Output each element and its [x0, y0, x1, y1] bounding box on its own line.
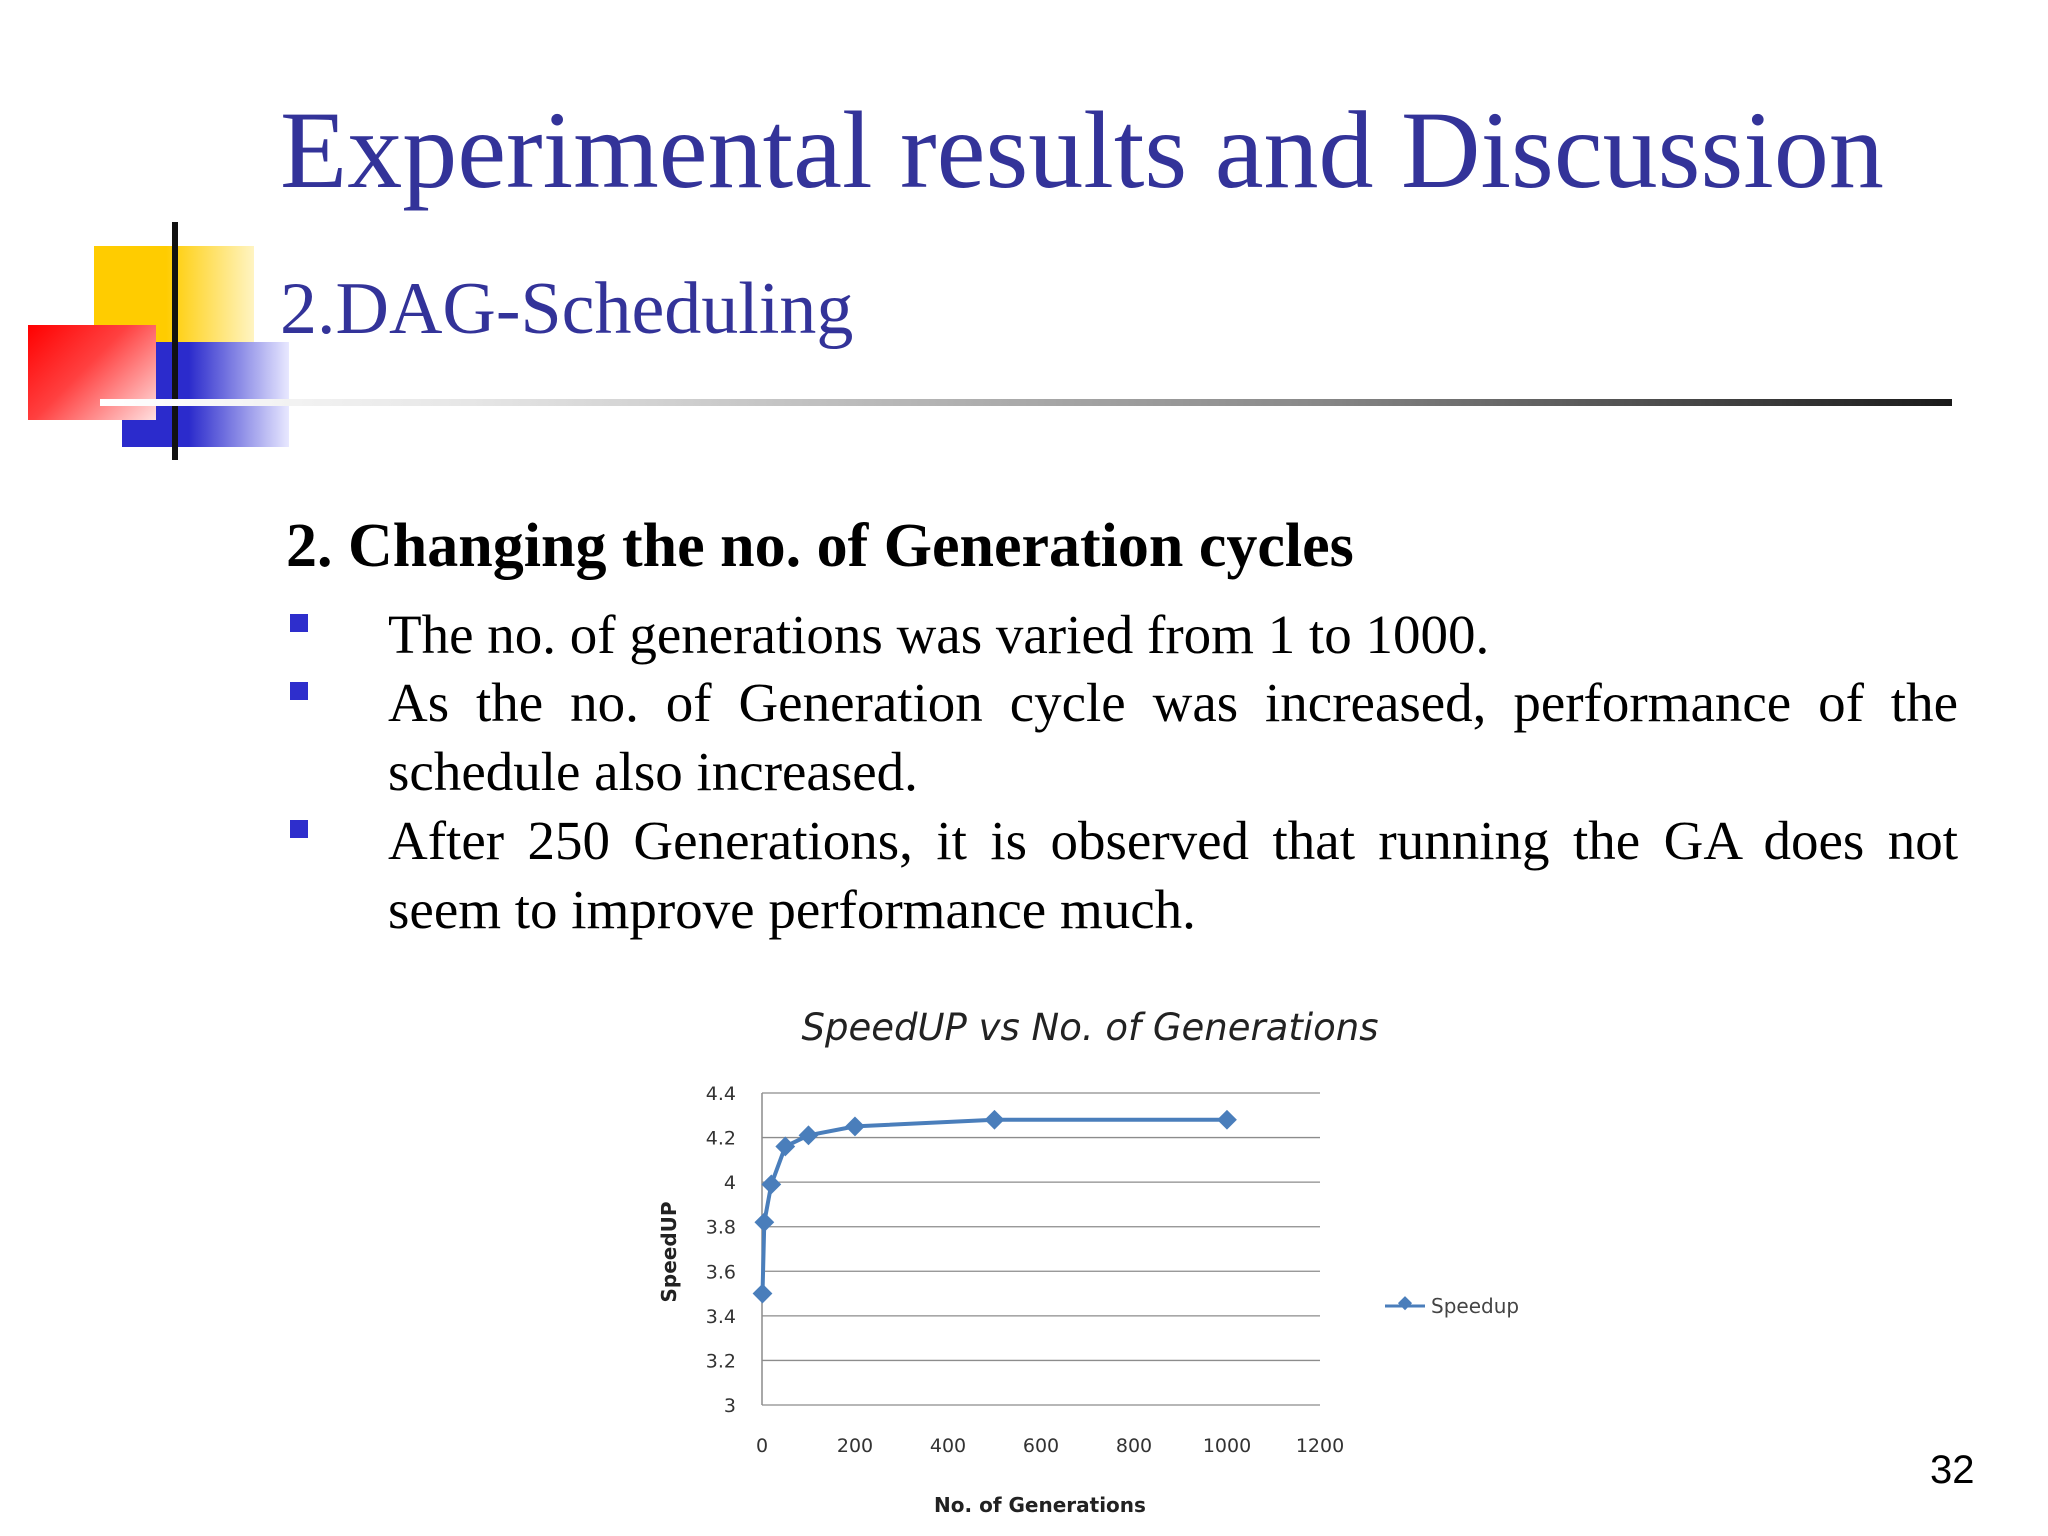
title-divider — [100, 399, 1952, 406]
x-tick-label: 1000 — [1203, 1435, 1251, 1457]
data-point — [1217, 1109, 1237, 1130]
data-point — [845, 1116, 865, 1137]
bullet-text: As the no. of Generation cycle was incre… — [388, 672, 1958, 802]
chart-grid — [762, 1092, 1320, 1406]
y-tick-label: 4.4 — [706, 1083, 736, 1105]
x-tick-label: 600 — [1023, 1435, 1059, 1457]
y-tick-label: 4.2 — [706, 1128, 736, 1150]
section-heading: 2. Changing the no. of Generation cycles — [286, 512, 1354, 580]
x-tick-label: 800 — [1116, 1435, 1152, 1457]
slide-title: Experimental results and Discussion — [280, 89, 1884, 211]
data-point — [798, 1125, 819, 1146]
data-point — [754, 1212, 775, 1233]
y-tick-label: 4 — [724, 1172, 736, 1194]
x-tick-label: 400 — [930, 1435, 966, 1457]
deco-vertical-line — [172, 222, 178, 460]
slide-subtitle: 2.DAG-Scheduling — [280, 268, 854, 350]
x-tick-label: 1200 — [1296, 1435, 1344, 1457]
data-point — [984, 1109, 1005, 1130]
y-axis-label: SpeedUP — [657, 1201, 681, 1302]
y-tick-label: 3.6 — [706, 1261, 736, 1283]
page-number: 32 — [1930, 1448, 1975, 1492]
y-tick-label: 3.4 — [706, 1306, 736, 1328]
legend-marker — [1397, 1296, 1413, 1311]
chart-axes: 3 3.2 3.4 3.6 3.8 4 4.2 4.4 0 200 400 600 800 1000 120… — [706, 1083, 1344, 1457]
data-point — [775, 1136, 796, 1157]
series-line-speedup — [760, 1117, 1227, 1294]
bullet-text: After 250 Generations, it is observed th… — [388, 810, 1958, 940]
bullet-square-icon — [290, 682, 308, 700]
chart-title: SpeedUP vs No. of Generations — [801, 1006, 1378, 1049]
bullet-text: The no. of generations was varied from 1… — [388, 604, 1490, 665]
data-point — [761, 1174, 782, 1195]
speedup-chart: SpeedUP vs No. of Generations 3 3.2 3.4 3.6… — [657, 1006, 1519, 1517]
y-tick-label: 3 — [724, 1395, 736, 1417]
legend-label: Speedup — [1431, 1294, 1519, 1318]
bullet-square-icon — [290, 614, 308, 632]
x-tick-label: 0 — [756, 1435, 768, 1457]
y-tick-label: 3.8 — [706, 1217, 736, 1239]
bullet-square-icon — [290, 820, 308, 838]
chart-legend: Speedup — [1385, 1294, 1519, 1318]
x-tick-label: 200 — [837, 1435, 873, 1457]
data-point — [752, 1283, 773, 1304]
x-axis-label: No. of Generations — [934, 1493, 1146, 1517]
chart-series — [752, 1109, 1237, 1304]
y-tick-label: 3.2 — [706, 1350, 736, 1372]
